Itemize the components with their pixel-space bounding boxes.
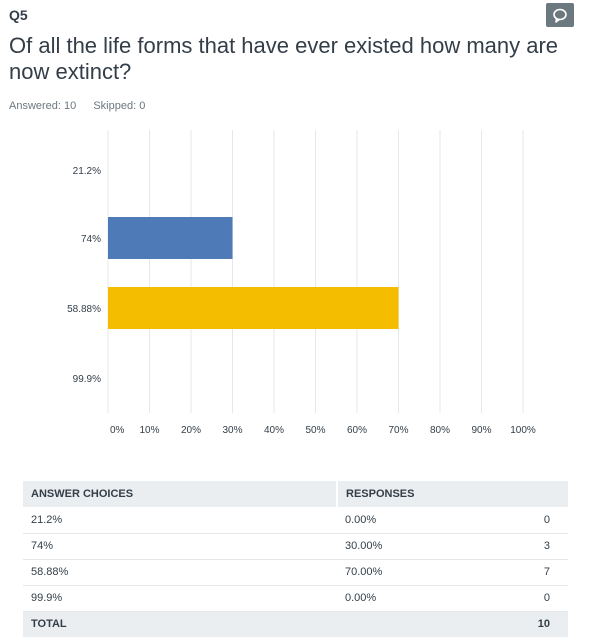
bar [108, 287, 399, 329]
total-label: TOTAL [23, 611, 472, 637]
table-header-row: ANSWER CHOICES RESPONSES [23, 481, 568, 507]
header-responses: RESPONSES [337, 481, 568, 507]
x-tick-label: 70% [388, 425, 408, 436]
x-tick-label: 90% [471, 425, 491, 436]
choice-cell: 99.9% [23, 585, 337, 612]
x-tick-label: 0% [110, 425, 125, 436]
choice-cell: 21.2% [23, 507, 337, 534]
responses-table: ANSWER CHOICES RESPONSES 21.2% 0.00% 0 7… [23, 481, 568, 637]
bar [108, 217, 233, 259]
table-row: 99.9% 0.00% 0 [23, 585, 568, 612]
skipped-count: Skipped: 0 [93, 100, 146, 112]
table-row: 58.88% 70.00% 7 [23, 559, 568, 586]
comment-button[interactable] [546, 3, 574, 27]
speech-bubble-icon [553, 8, 567, 23]
x-tick-label: 50% [305, 425, 325, 436]
bar-chart: 0% 10% 20% 30% 40% 50% 60% 70% 80% 90% 100% 21.2% 74… [67, 130, 536, 436]
count-cell: 0 [471, 507, 568, 534]
response-stats: Answered: 10 Skipped: 0 [9, 100, 145, 112]
percent-cell: 0.00% [337, 585, 472, 612]
x-tick-label: 30% [222, 425, 242, 436]
table-row: 74% 30.00% 3 [23, 533, 568, 560]
count-cell: 0 [471, 585, 568, 612]
choice-cell: 58.88% [23, 559, 337, 586]
choice-cell: 74% [23, 533, 337, 560]
question-number: Q5 [9, 7, 28, 23]
header-answer-choices: ANSWER CHOICES [23, 481, 338, 507]
x-tick-label: 40% [264, 425, 284, 436]
percent-cell: 30.00% [337, 533, 472, 560]
percent-cell: 0.00% [337, 507, 472, 534]
question-title: Of all the life forms that have ever exi… [9, 33, 559, 84]
count-cell: 7 [471, 559, 568, 586]
total-row: TOTAL 10 [23, 611, 568, 637]
x-tick-label: 10% [139, 425, 159, 436]
x-tick-label: 100% [510, 425, 536, 436]
x-tick-label: 60% [347, 425, 367, 436]
x-tick-label: 20% [181, 425, 201, 436]
category-label: 58.88% [67, 304, 101, 315]
category-label: 74% [81, 234, 101, 245]
count-cell: 3 [471, 533, 568, 560]
answered-count: Answered: 10 [9, 100, 77, 112]
category-label: 21.2% [73, 166, 101, 177]
x-tick-label: 80% [430, 425, 450, 436]
percent-cell: 70.00% [337, 559, 472, 586]
total-count: 10 [471, 611, 568, 637]
table-row: 21.2% 0.00% 0 [23, 507, 568, 534]
category-label: 99.9% [73, 374, 101, 385]
